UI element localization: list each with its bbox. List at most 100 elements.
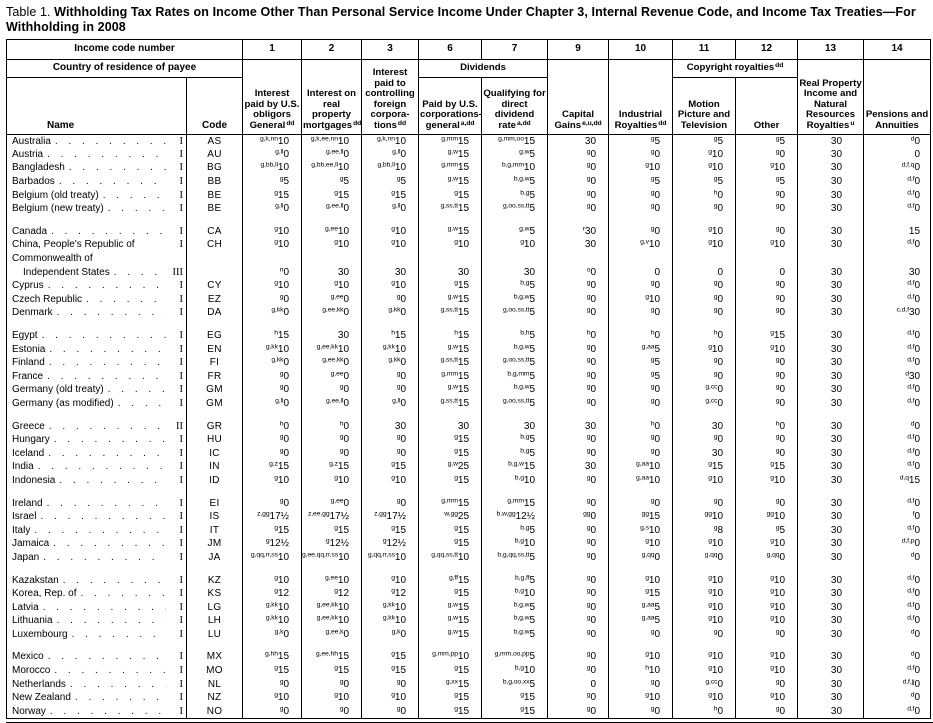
footnote-ref: d	[905, 370, 909, 378]
dot-leader: . . . . . . . . . . . . . . . . . . . . …	[54, 135, 166, 147]
country-code-cell: CH	[185, 238, 244, 253]
treaty-class-numeral: I	[179, 239, 184, 251]
footnote-ref: g	[708, 614, 712, 622]
footnote-ref: g	[391, 574, 395, 582]
rate-cell: g,ee,kk10	[301, 614, 363, 629]
rate-cell: g12	[361, 587, 420, 601]
spacer-cell	[242, 216, 303, 226]
rate-cell: g12	[242, 587, 303, 601]
rate-cell: z,gg17½	[361, 510, 420, 524]
rate-cell: g0	[242, 446, 303, 461]
rate-cell: g10	[672, 600, 737, 615]
rate-cell: g,kk10	[361, 600, 420, 615]
rate-cell: g0	[547, 202, 610, 217]
country-code-cell: NO	[185, 705, 244, 719]
rate-cell: g10	[672, 474, 737, 488]
footnote-ref: g,oo,ss,tt	[502, 306, 530, 314]
footnote-ref: b,g	[514, 474, 524, 482]
footnote-ref: h	[713, 189, 718, 197]
footnote-ref: g	[775, 497, 780, 505]
footnote-ref: d	[910, 650, 915, 658]
col-number-13: 13	[797, 39, 865, 60]
footnote-ref: d,f	[907, 238, 915, 246]
dot-leader: . . . . . . . . . . . . . . . . . . . . …	[62, 574, 166, 586]
spacer-cell	[418, 320, 483, 330]
footnote-ref: g	[454, 524, 458, 532]
spacer-cell	[185, 564, 244, 574]
rate-cell: g,ee10	[301, 225, 363, 239]
footnote-ref: g	[454, 664, 458, 672]
rate-cell: g0	[547, 614, 610, 629]
rate-cell: 30	[797, 265, 865, 280]
income-code-number-label: Income code number	[5, 39, 244, 60]
footnote-ref: g	[650, 497, 655, 505]
rate-cell: g10	[672, 587, 737, 601]
table-row: China, People's Republic of I CH g10 g10 g10 g…	[6, 238, 932, 253]
rate-cell: g,ee0	[301, 370, 363, 384]
spacer-cell	[863, 564, 932, 574]
rate-cell: g0	[735, 306, 799, 321]
footnote-ref: g	[708, 225, 712, 233]
rate-cell: 30	[481, 265, 549, 280]
rate-cell: g15	[301, 188, 363, 203]
rate-cell: d,f0	[863, 496, 932, 511]
country-label: Ireland	[12, 497, 43, 509]
rate-cell: g,w25	[418, 460, 483, 475]
rate-cell: g15	[242, 188, 303, 203]
col-header-real-property: Real Property Income and Natural Resourc…	[797, 59, 865, 135]
rate-cell: d,f,jj0	[863, 677, 932, 692]
footnote-ref: g	[770, 238, 774, 246]
footnote-ref: g,cc	[705, 678, 718, 686]
country-code-cell: IN	[185, 460, 244, 475]
rate-cell: g5	[672, 134, 737, 149]
country-name-cell: Australia. . . . . . . . . . . . . . . .…	[6, 134, 187, 149]
footnote-ref: g	[274, 279, 278, 287]
country-label: Japan	[12, 551, 40, 563]
rate-cell: d,f0	[863, 279, 932, 294]
dot-leader: . . . . . . . . . . . . . . . . . . . . …	[53, 434, 166, 446]
rate-cell: g0	[242, 705, 303, 719]
footnote-ref: g	[650, 189, 655, 197]
treaty-class-numeral: I	[179, 307, 184, 319]
rate-cell: 30	[797, 175, 865, 189]
country-code-cell: EI	[185, 496, 244, 511]
rate-cell: 30	[797, 677, 865, 692]
country-name-cell: Italy. . . . . . . . . . . . . . . . . .…	[6, 523, 187, 538]
table-row: Germany (as modified). . . . . . . . . .…	[6, 397, 932, 411]
footnote-ref: g	[279, 447, 284, 455]
footnote-ref: g	[775, 293, 780, 301]
rate-cell: g0	[608, 628, 674, 642]
dot-leader: . . . . . . . . . . . . . . . . . . . . …	[80, 588, 166, 600]
rate-cell: 30	[672, 419, 737, 434]
footnote-ref: g	[650, 705, 655, 713]
country-label: Mexico	[12, 651, 44, 663]
country-label: Bangladesh	[12, 162, 65, 174]
table-row: Japan. . . . . . . . . . . . . . . . . .…	[6, 551, 932, 565]
dot-leader: . . . . . . . . . . . . . . . . . . . . …	[53, 538, 166, 550]
spacer-cell	[361, 564, 420, 574]
spacer-cell	[361, 216, 420, 226]
rate-cell: g10	[735, 587, 799, 601]
footnote-ref: g,ss,tt	[440, 397, 458, 405]
country-name-cell: Denmark. . . . . . . . . . . . . . . . .…	[6, 306, 187, 321]
rate-cell: g15	[242, 523, 303, 538]
footnote-ref: g	[279, 383, 284, 391]
spacer-cell	[6, 487, 187, 497]
rate-cell: g15	[301, 523, 363, 538]
rate-cell: b,g10	[481, 537, 549, 552]
footnote-ref: g,ee,ll	[326, 397, 344, 405]
spacer-cell	[301, 320, 363, 330]
rate-cell: 0	[547, 677, 610, 692]
country-label: Netherlands	[12, 678, 66, 690]
spacer-cell	[6, 641, 187, 651]
treaty-class-numeral: I	[179, 434, 184, 446]
table-row: Independent States. . . . . . . . . . . …	[6, 265, 932, 280]
footnote-ref: d,f	[907, 329, 915, 337]
rate-cell: g,mm15	[418, 496, 483, 511]
rate-cell: g,kk10	[242, 600, 303, 615]
footnote-ref: g,ee	[325, 225, 338, 233]
dot-leader: . . . . . . . . . . . . . . . . . . . . …	[107, 384, 166, 396]
rate-cell: g,w15	[418, 383, 483, 398]
dot-leader: . . . . . . . . . . . . . . . . . . . . …	[59, 474, 166, 486]
country-code-cell: EG	[185, 329, 244, 343]
